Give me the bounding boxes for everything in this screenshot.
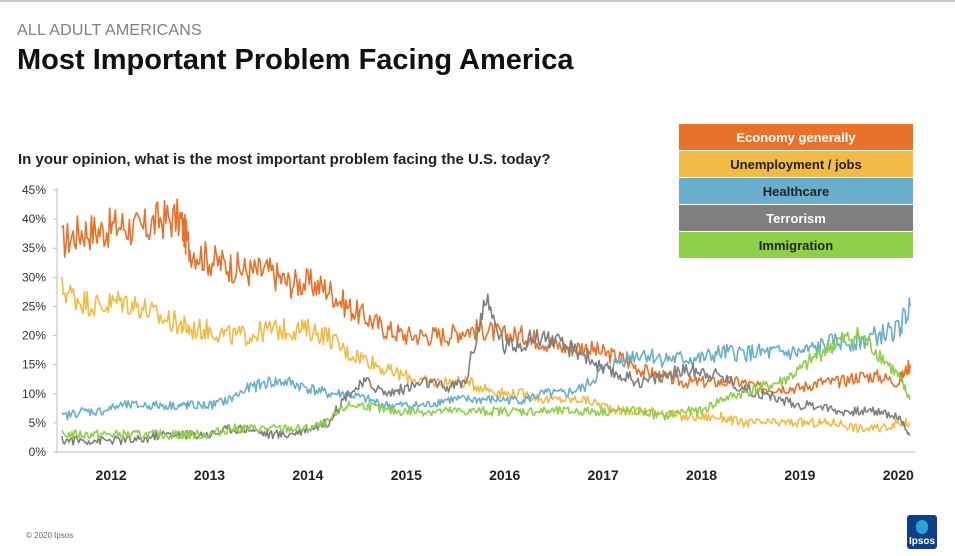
legend-item-terrorism: Terrorism (679, 205, 913, 231)
survey-question: In your opinion, what is the most import… (18, 151, 551, 168)
legend-item-economy: Economy generally (679, 124, 913, 150)
supertitle: ALL ADULT AMERICANS (17, 22, 202, 39)
legend-item-immigration: Immigration (679, 232, 913, 258)
x-tick-label: 2016 (489, 467, 520, 483)
x-tick-label: 2018 (686, 467, 717, 483)
top-divider (0, 0, 955, 2)
y-tick-label: 25% (22, 299, 46, 313)
y-tick-label: 30% (22, 270, 46, 284)
chart-legend: Economy generally Unemployment / jobs He… (679, 124, 913, 259)
x-tick-label: 2014 (292, 467, 323, 483)
y-tick-label: 5% (29, 416, 47, 430)
legend-label-immigration: Immigration (758, 237, 834, 253)
series-line-immigration (61, 326, 911, 440)
x-tick-label: 2013 (194, 467, 225, 483)
copyright-text: © 2020 Ipsos (26, 531, 74, 540)
x-tick-label: 2015 (391, 467, 422, 483)
logo-mark-icon (916, 520, 928, 534)
legend-label-unemployment: Unemployment / jobs (730, 156, 862, 172)
x-tick-label: 2012 (96, 467, 127, 483)
y-tick-label: 15% (22, 358, 46, 372)
logo-text: Ipsos (908, 536, 936, 547)
y-tick-label: 40% (22, 212, 46, 226)
series-line-terrorism (61, 293, 911, 446)
legend-item-healthcare: Healthcare (679, 178, 913, 204)
y-tick-label: 0% (29, 445, 47, 459)
y-tick-label: 35% (22, 241, 46, 255)
y-tick-label: 10% (22, 387, 46, 401)
legend-item-unemployment: Unemployment / jobs (679, 151, 913, 177)
page-title: Most Important Problem Facing America (17, 44, 574, 76)
x-tick-label: 2020 (883, 467, 914, 483)
y-tick-label: 20% (22, 329, 46, 343)
y-tick-label: 45% (22, 183, 46, 197)
legend-label-healthcare: Healthcare (762, 183, 830, 199)
series-line-healthcare (61, 297, 911, 421)
series-line-economy-generally (61, 198, 911, 395)
x-tick-label: 2019 (784, 467, 815, 483)
legend-label-terrorism: Terrorism (766, 210, 826, 226)
series-line-unemployment-jobs (61, 276, 911, 434)
ipsos-logo: Ipsos (907, 515, 937, 549)
x-tick-label: 2017 (588, 467, 619, 483)
legend-label-economy: Economy generally (736, 129, 856, 145)
